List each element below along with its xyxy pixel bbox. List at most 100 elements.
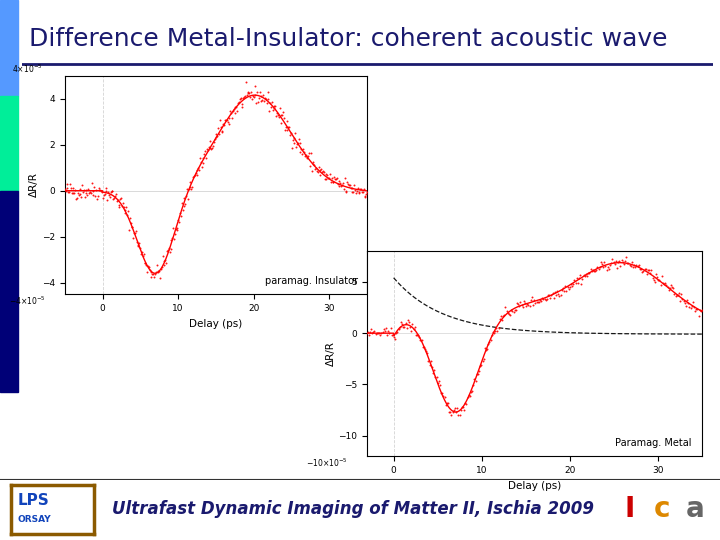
Point xyxy=(554,292,565,300)
Point xyxy=(474,362,486,370)
Point xyxy=(89,192,101,200)
Point xyxy=(544,291,555,299)
Point xyxy=(654,276,665,285)
Point xyxy=(372,329,384,338)
Point xyxy=(624,261,635,269)
Point xyxy=(322,171,333,179)
Point xyxy=(501,307,513,315)
Point xyxy=(89,183,100,192)
Point xyxy=(258,91,269,99)
Point xyxy=(366,329,378,338)
Bar xyxy=(0,96,18,191)
Point xyxy=(202,146,214,154)
Point xyxy=(586,267,598,275)
Point xyxy=(338,185,350,194)
Point xyxy=(393,324,405,333)
Point xyxy=(508,308,519,317)
Point xyxy=(573,273,585,282)
Point xyxy=(459,406,470,415)
Point xyxy=(135,244,146,252)
Point xyxy=(226,113,238,122)
Point xyxy=(379,326,390,335)
Point xyxy=(359,192,370,201)
Text: LPS: LPS xyxy=(18,493,50,508)
Point xyxy=(332,179,343,188)
Point xyxy=(359,332,370,340)
Point xyxy=(328,173,340,181)
Point xyxy=(250,81,261,90)
Point xyxy=(112,196,123,205)
Point xyxy=(231,106,243,115)
Point xyxy=(428,368,439,377)
Point xyxy=(417,342,428,351)
Point xyxy=(410,331,422,340)
Point xyxy=(271,111,282,120)
Point xyxy=(318,168,330,177)
Point xyxy=(371,328,382,337)
Point xyxy=(282,126,293,134)
Point xyxy=(222,119,234,128)
Point xyxy=(510,306,521,315)
Point xyxy=(80,188,91,197)
Point xyxy=(298,147,310,156)
Point xyxy=(557,284,569,293)
Point xyxy=(209,134,220,143)
Point xyxy=(694,306,706,314)
Point xyxy=(538,294,549,303)
Point xyxy=(145,267,156,276)
Point xyxy=(195,158,207,166)
Point xyxy=(158,256,170,265)
Point xyxy=(442,399,454,408)
Point xyxy=(230,103,241,112)
Point xyxy=(663,286,675,294)
Point xyxy=(623,259,634,267)
Y-axis label: ΔR/R: ΔR/R xyxy=(30,172,39,198)
Point xyxy=(679,299,690,307)
Point xyxy=(293,134,305,143)
Point xyxy=(521,302,532,311)
Point xyxy=(247,92,258,100)
Point xyxy=(279,125,291,134)
Point xyxy=(203,143,215,151)
Point xyxy=(592,263,603,272)
Point xyxy=(640,265,652,273)
Point xyxy=(309,160,320,169)
Point xyxy=(263,95,274,104)
Point xyxy=(354,325,365,334)
Point xyxy=(197,154,208,163)
Point xyxy=(343,181,355,190)
Point xyxy=(73,185,85,194)
Point xyxy=(264,107,275,116)
Point xyxy=(455,406,467,414)
Point xyxy=(277,107,289,116)
Point xyxy=(67,184,78,193)
Point xyxy=(500,303,511,312)
Point xyxy=(94,183,105,192)
Text: a: a xyxy=(685,495,705,523)
Point xyxy=(409,322,420,331)
Point xyxy=(184,183,195,191)
Text: Ultrafast Dynamic Imaging of Matter II, Ischia 2009: Ultrafast Dynamic Imaging of Matter II, … xyxy=(112,500,594,518)
Point xyxy=(294,138,306,147)
Point xyxy=(639,265,650,274)
Point xyxy=(312,167,323,176)
Point xyxy=(470,377,482,386)
Point xyxy=(177,206,189,214)
Point xyxy=(259,93,271,102)
Point xyxy=(353,188,364,197)
Point xyxy=(644,268,656,277)
Point xyxy=(536,294,548,302)
Point xyxy=(689,307,701,315)
Point xyxy=(673,289,685,298)
Point xyxy=(99,190,110,199)
Point xyxy=(626,258,638,267)
Point xyxy=(117,198,129,207)
Point xyxy=(268,104,279,112)
Point xyxy=(388,333,400,342)
Point xyxy=(494,314,505,323)
Point xyxy=(585,265,596,273)
Point xyxy=(610,256,621,265)
Point xyxy=(324,170,336,178)
Point xyxy=(588,267,600,275)
Point xyxy=(569,275,580,284)
